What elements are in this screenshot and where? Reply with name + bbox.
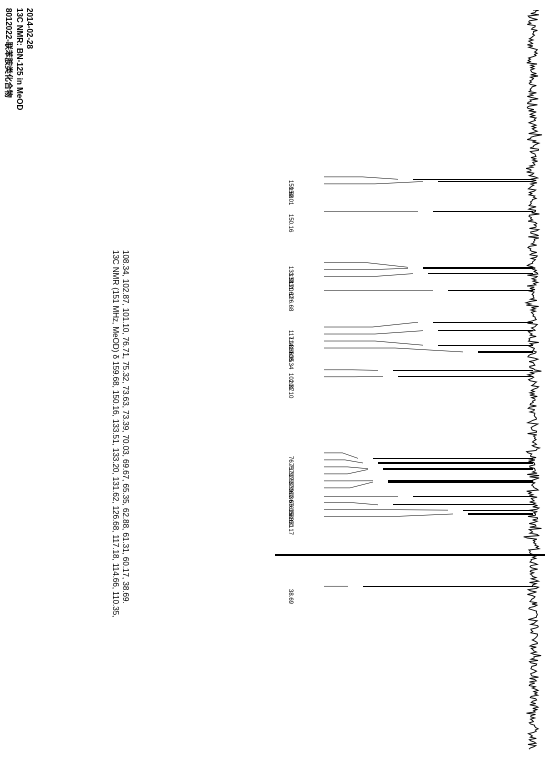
connector	[275, 10, 545, 750]
peak	[433, 211, 533, 212]
connector	[275, 10, 545, 750]
peak	[468, 513, 533, 514]
peak	[378, 462, 533, 463]
connector	[275, 10, 545, 750]
header-line-1: 8012022-联苯胺类化合物	[3, 8, 14, 98]
peak-label: 126.68	[287, 293, 293, 311]
peak	[438, 181, 533, 182]
peak-label: 159.01	[287, 187, 293, 205]
peak	[383, 469, 533, 470]
peak	[413, 179, 533, 180]
peak-label: 60.17	[287, 520, 293, 535]
connector	[275, 10, 545, 750]
connector	[275, 10, 545, 750]
peak	[463, 510, 533, 511]
peak-label: 150.16	[287, 214, 293, 232]
connector	[275, 10, 545, 750]
peak	[393, 370, 533, 371]
peak	[428, 273, 533, 274]
connector	[275, 10, 545, 750]
header-line-3: 2014-02-28	[25, 8, 34, 49]
connector	[275, 10, 545, 750]
connector	[275, 10, 545, 750]
peak	[398, 376, 533, 377]
peak-label: 101.10	[287, 380, 293, 398]
peak	[388, 481, 533, 482]
peak	[393, 504, 533, 505]
peak-label: 108.34	[287, 351, 293, 369]
connector	[275, 10, 545, 750]
peak	[448, 290, 533, 291]
peak	[373, 458, 533, 459]
peak	[423, 268, 533, 269]
connector	[275, 10, 545, 750]
spectrum-plot: 159.68159.01150.16133.51133.20131.62126.…	[275, 10, 545, 750]
connector	[275, 10, 545, 750]
peak	[363, 586, 533, 587]
baseline-noise	[521, 10, 545, 750]
header-line-2: 13C NMR: BN-125 in MeOD	[15, 8, 24, 110]
caption-line-1: 13C NMR (151 MHz, MeOD) δ 159.68, 150.16…	[111, 250, 120, 617]
peak	[413, 496, 533, 497]
connector	[275, 10, 545, 750]
connector	[275, 10, 545, 750]
peak	[433, 322, 533, 323]
connector	[275, 10, 545, 750]
connector	[275, 10, 545, 750]
peak-label: 38.69	[287, 589, 293, 604]
caption-line-2: 108.34, 102.87, 101.10, 76.71, 75.32, 73…	[121, 250, 130, 604]
connector	[275, 10, 545, 750]
connector	[275, 10, 545, 750]
peak	[438, 330, 533, 331]
connector	[275, 10, 545, 750]
connector	[275, 10, 545, 750]
connector	[275, 10, 545, 750]
connector	[275, 10, 545, 750]
nmr-figure: 8012022-联苯胺类化合物 13C NMR: BN-125 in MeOD …	[0, 0, 545, 766]
connector	[275, 10, 545, 750]
solvent-peak	[275, 554, 545, 556]
peak	[478, 351, 533, 352]
peak	[438, 345, 533, 346]
connector	[275, 10, 545, 750]
